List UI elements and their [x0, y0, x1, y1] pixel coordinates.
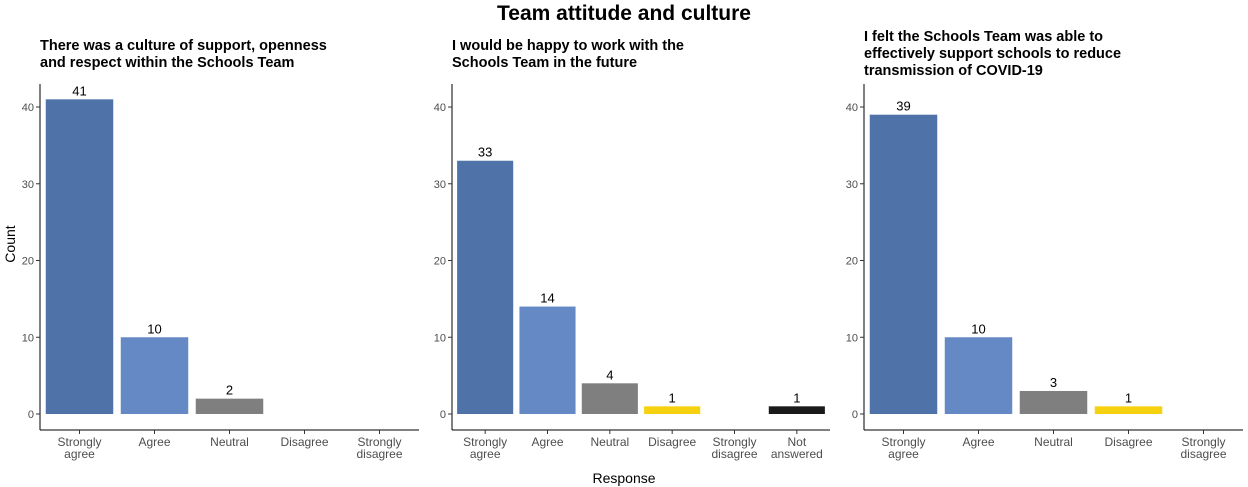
- x-axis-label: Response: [592, 470, 656, 486]
- data-label: 2: [226, 383, 233, 398]
- panel-3-title-line: effectively support schools to reduce: [864, 46, 1122, 62]
- bar: [45, 99, 114, 414]
- data-label: 14: [540, 291, 554, 306]
- bar: [869, 114, 938, 414]
- data-label: 4: [606, 367, 613, 382]
- x-tick-label: Neutral: [1034, 435, 1073, 449]
- bar: [581, 383, 638, 414]
- x-tick-label: Agree: [138, 435, 170, 449]
- panel-2-title: I would be happy to work with the School…: [452, 38, 782, 72]
- bar: [944, 337, 1013, 414]
- bar: [644, 406, 701, 414]
- bar: [1019, 390, 1088, 414]
- x-tick-label: Strongly: [712, 435, 756, 449]
- x-tick-label: Strongly: [57, 435, 101, 449]
- y-tick-label: 0: [28, 409, 34, 421]
- data-label: 3: [1050, 375, 1057, 390]
- data-label: 1: [793, 390, 800, 405]
- x-tick-label: Neutral: [210, 435, 249, 449]
- x-tick-label: Disagree: [1104, 435, 1152, 449]
- x-tick-label: Not: [787, 435, 806, 449]
- x-tick-label: Strongly: [357, 435, 401, 449]
- y-tick-label: 20: [22, 256, 34, 268]
- y-tick-label: 30: [22, 179, 34, 191]
- panel-3-title-line: transmission of COVID-19: [864, 63, 1043, 79]
- chart-title: Team attitude and culture: [497, 2, 751, 25]
- y-tick-label: 40: [434, 102, 446, 114]
- x-tick-label: Strongly: [881, 435, 925, 449]
- data-label: 33: [478, 145, 492, 160]
- x-tick-label: Strongly: [1181, 435, 1225, 449]
- bar: [768, 406, 825, 414]
- x-tick-label: Strongly: [463, 435, 507, 449]
- y-tick-label: 0: [852, 409, 858, 421]
- data-label: 10: [147, 321, 161, 336]
- x-tick-label: Disagree: [280, 435, 328, 449]
- bar: [195, 398, 264, 414]
- x-tick-label: Disagree: [648, 435, 696, 449]
- y-tick-label: 10: [22, 332, 34, 344]
- x-tick-label: Agree: [531, 435, 563, 449]
- data-label: 39: [896, 99, 910, 114]
- y-tick-label: 20: [846, 256, 858, 268]
- x-tick-label: agree: [470, 447, 501, 461]
- y-tick-label: 40: [22, 102, 34, 114]
- panel-2-title-line: I would be happy to work with the: [452, 38, 684, 54]
- panel-3-title-line: I felt the Schools Team was able to: [864, 29, 1104, 45]
- panel-3-title: I felt the Schools Team was able to effe…: [864, 29, 1194, 80]
- data-label: 1: [1125, 390, 1132, 405]
- x-tick-label: disagree: [711, 447, 757, 461]
- bar: [120, 337, 189, 414]
- bar: [457, 160, 514, 414]
- y-tick-label: 10: [846, 332, 858, 344]
- x-tick-label: answered: [771, 447, 823, 461]
- y-tick-label: 0: [440, 409, 446, 421]
- x-tick-label: disagree: [356, 447, 402, 461]
- panel-1-title: There was a culture of support, openness…: [40, 38, 370, 72]
- bar: [1094, 406, 1163, 414]
- panel-2-title-line: Schools Team in the future: [452, 55, 638, 71]
- y-tick-label: 40: [846, 102, 858, 114]
- x-tick-label: agree: [64, 447, 95, 461]
- x-tick-label: Agree: [962, 435, 994, 449]
- panel-1-title-line: and respect within the Schools Team: [40, 55, 295, 71]
- data-label: 1: [669, 390, 676, 405]
- x-tick-label: agree: [888, 447, 919, 461]
- y-tick-label: 10: [434, 332, 446, 344]
- y-tick-label: 30: [434, 179, 446, 191]
- x-tick-label: Neutral: [590, 435, 629, 449]
- panel-1-title-line: There was a culture of support, openness: [40, 38, 327, 54]
- data-label: 10: [971, 321, 985, 336]
- y-tick-label: 30: [846, 179, 858, 191]
- bar: [519, 306, 576, 414]
- x-tick-label: disagree: [1180, 447, 1226, 461]
- y-tick-label: 20: [434, 256, 446, 268]
- data-label: 41: [72, 83, 86, 98]
